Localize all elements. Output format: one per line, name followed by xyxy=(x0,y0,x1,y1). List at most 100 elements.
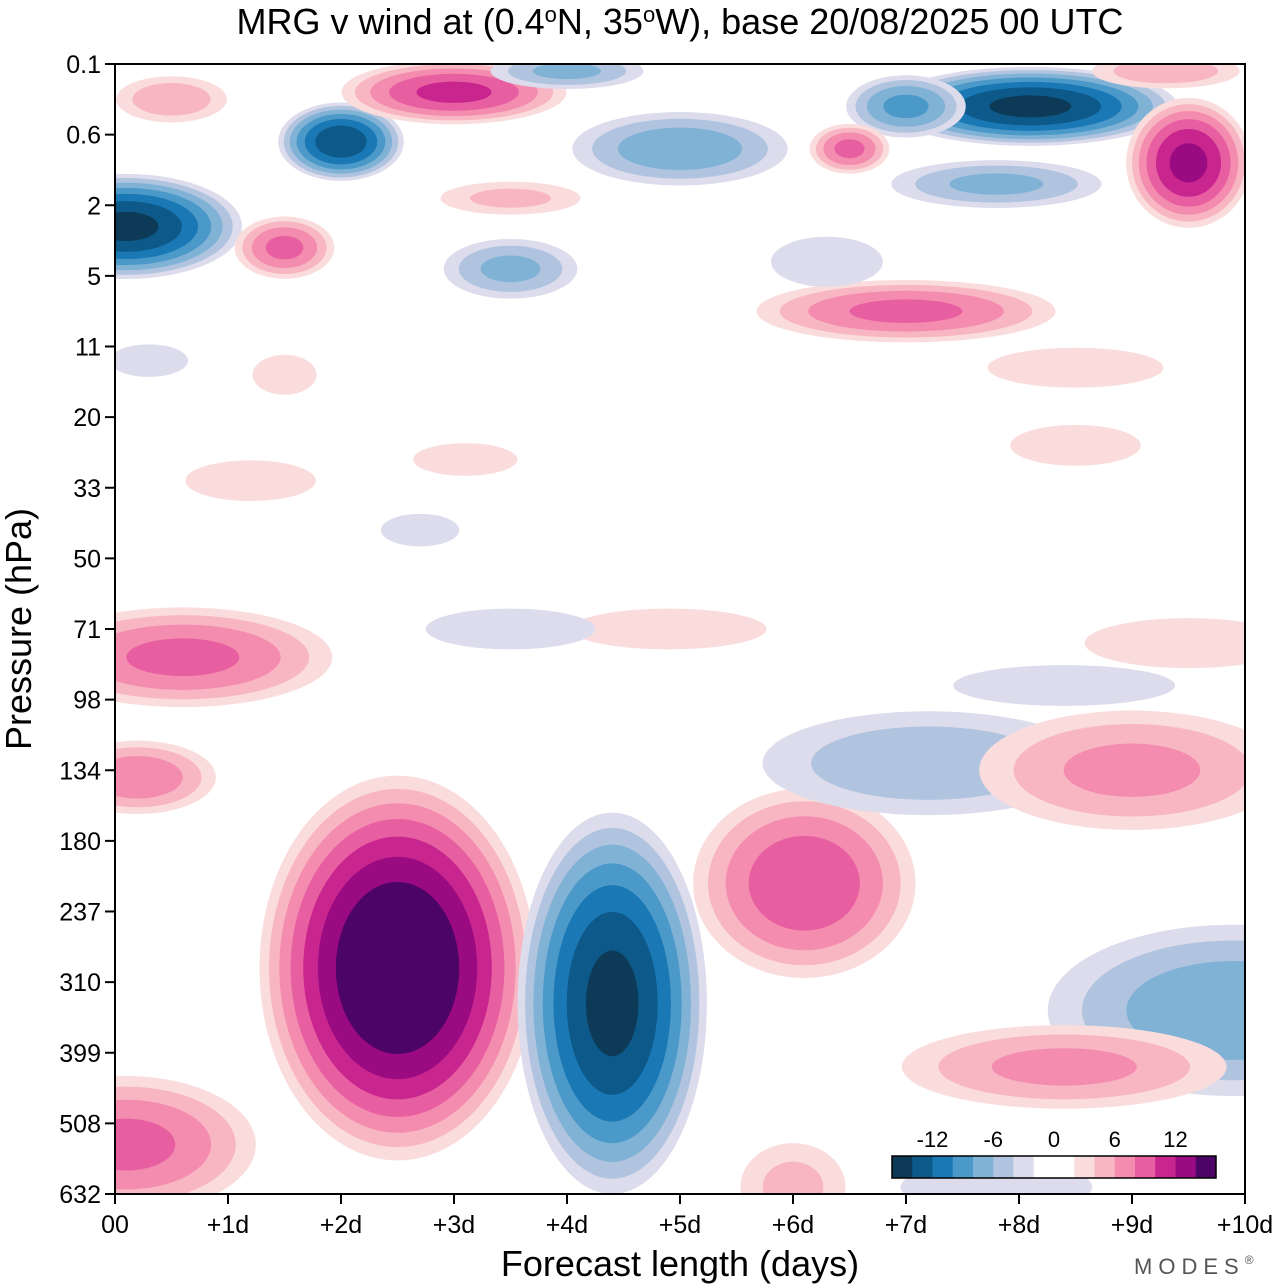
contour-feature xyxy=(115,344,189,377)
contour-feature xyxy=(252,354,317,395)
contour-band xyxy=(480,255,541,283)
y-tick-label: 632 xyxy=(59,1181,101,1209)
contour-feature xyxy=(234,216,335,279)
contour-feature xyxy=(413,443,518,476)
x-tick-label: +2d xyxy=(320,1211,362,1239)
contour-feature xyxy=(770,236,883,287)
contour-band xyxy=(748,835,860,931)
contour-feature xyxy=(1084,618,1245,669)
x-tick-label: +6d xyxy=(772,1211,814,1239)
colorbar-swatch xyxy=(1135,1156,1156,1178)
contour-feature xyxy=(490,64,644,89)
contour-feature xyxy=(979,710,1245,830)
y-tick-label: 2 xyxy=(87,192,101,220)
title-part: W), base 20/08/2025 00 UTC xyxy=(655,1,1123,42)
contour-band xyxy=(361,918,434,1018)
contour-band xyxy=(989,95,1072,118)
chart-title: MRG v wind at (0.4oN, 35oW), base 20/08/… xyxy=(237,1,1124,42)
contour-band xyxy=(834,139,865,159)
y-axis-label: Pressure (hPa) xyxy=(0,508,39,750)
colorbar-label: -6 xyxy=(983,1127,1003,1152)
contour-feature xyxy=(740,1143,846,1194)
colorbar-label: 6 xyxy=(1109,1127,1121,1152)
contour-feature xyxy=(440,181,581,215)
x-tick-label: 00 xyxy=(101,1211,129,1239)
title-degree-sup: o xyxy=(643,2,655,27)
brand-logo: MODES® xyxy=(1134,1253,1260,1279)
colorbar-label: -12 xyxy=(917,1127,949,1152)
contour-band xyxy=(991,1048,1137,1086)
contour-feature xyxy=(259,775,536,1161)
contour-band xyxy=(413,443,518,476)
y-tick-label: 237 xyxy=(59,899,101,927)
contour-band xyxy=(1063,743,1201,797)
contour-feature xyxy=(891,160,1102,208)
contour-band xyxy=(115,756,183,799)
contour-band xyxy=(762,1161,824,1194)
contour-band xyxy=(1169,143,1208,183)
x-axis-label: Forecast length (days) xyxy=(501,1243,859,1284)
y-tick-label: 508 xyxy=(59,1110,101,1138)
contour-feature xyxy=(846,75,966,138)
colorbar-swatch xyxy=(1074,1156,1095,1178)
y-tick-label: 71 xyxy=(73,616,101,644)
colorbar-swatch xyxy=(892,1156,913,1178)
contour-band xyxy=(115,211,159,242)
x-tick-label: +4d xyxy=(546,1211,588,1239)
colorbar-label: 12 xyxy=(1163,1127,1187,1152)
contour-feature xyxy=(115,740,216,814)
contour-band xyxy=(617,127,743,170)
y-axis: 0.1 0.6 2 5 11 20 33 50 71 98 134 180 237 310 399 508 63… xyxy=(59,51,115,1209)
contour-feature xyxy=(115,1076,256,1194)
x-tick-label: +9d xyxy=(1111,1211,1153,1239)
contour-feature xyxy=(1126,97,1245,228)
colorbar-swatch xyxy=(1033,1156,1055,1178)
contour-band xyxy=(126,638,240,677)
contour-band xyxy=(115,344,189,377)
colorbar-label: 0 xyxy=(1048,1127,1060,1152)
brand-text: MODES xyxy=(1134,1254,1245,1279)
colorbar-swatch xyxy=(1155,1156,1176,1178)
contour-band xyxy=(532,64,602,80)
colorbar-swatch xyxy=(1054,1156,1075,1178)
contour-band xyxy=(416,81,492,103)
contour-feature xyxy=(115,173,242,280)
y-tick-label: 0.6 xyxy=(66,122,101,150)
contour-band xyxy=(849,299,963,323)
contour-feature xyxy=(185,460,316,502)
contour-band xyxy=(1084,618,1245,669)
y-tick-label: 20 xyxy=(73,404,101,432)
contour-band xyxy=(425,608,596,650)
x-tick-label: +1d xyxy=(207,1211,249,1239)
contour-band xyxy=(953,665,1176,706)
contour-feature xyxy=(901,1025,1227,1109)
contour-band xyxy=(380,513,460,547)
contour-feature xyxy=(756,280,1056,343)
x-tick-label: +3d xyxy=(433,1211,475,1239)
title-part: N, 35 xyxy=(557,1,643,42)
contour-feature xyxy=(570,608,767,650)
colorbar-swatch xyxy=(912,1156,933,1178)
x-tick-label: +7d xyxy=(885,1211,927,1239)
contour-feature xyxy=(278,102,404,181)
contour-band xyxy=(1113,64,1219,84)
colorbar-frame xyxy=(891,1155,1217,1179)
contour-field xyxy=(115,64,1245,1194)
contour-band xyxy=(1010,424,1141,466)
contour-feature xyxy=(425,608,596,650)
contour-band xyxy=(470,188,551,208)
x-tick-label: +8d xyxy=(998,1211,1040,1239)
colorbar-swatch xyxy=(993,1156,1014,1178)
colorbar-swatch xyxy=(1195,1156,1217,1178)
contour-band xyxy=(883,94,929,119)
contour-feature xyxy=(115,607,333,708)
colorbar-swatch xyxy=(1114,1156,1136,1178)
contour-band xyxy=(115,1118,176,1171)
contour-feature xyxy=(693,788,916,979)
y-tick-label: 98 xyxy=(73,687,101,715)
y-tick-label: 310 xyxy=(59,969,101,997)
contour-band xyxy=(949,173,1044,195)
contour-feature xyxy=(380,513,460,547)
y-tick-label: 134 xyxy=(59,757,101,785)
